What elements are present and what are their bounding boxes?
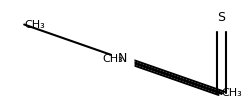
Text: N: N: [118, 52, 127, 65]
Text: CH₃: CH₃: [221, 88, 242, 98]
Text: S: S: [217, 11, 225, 24]
Text: CH₃: CH₃: [102, 54, 123, 64]
Text: N: N: [118, 52, 127, 65]
Text: O: O: [118, 52, 128, 65]
Text: CH₃: CH₃: [24, 20, 45, 30]
